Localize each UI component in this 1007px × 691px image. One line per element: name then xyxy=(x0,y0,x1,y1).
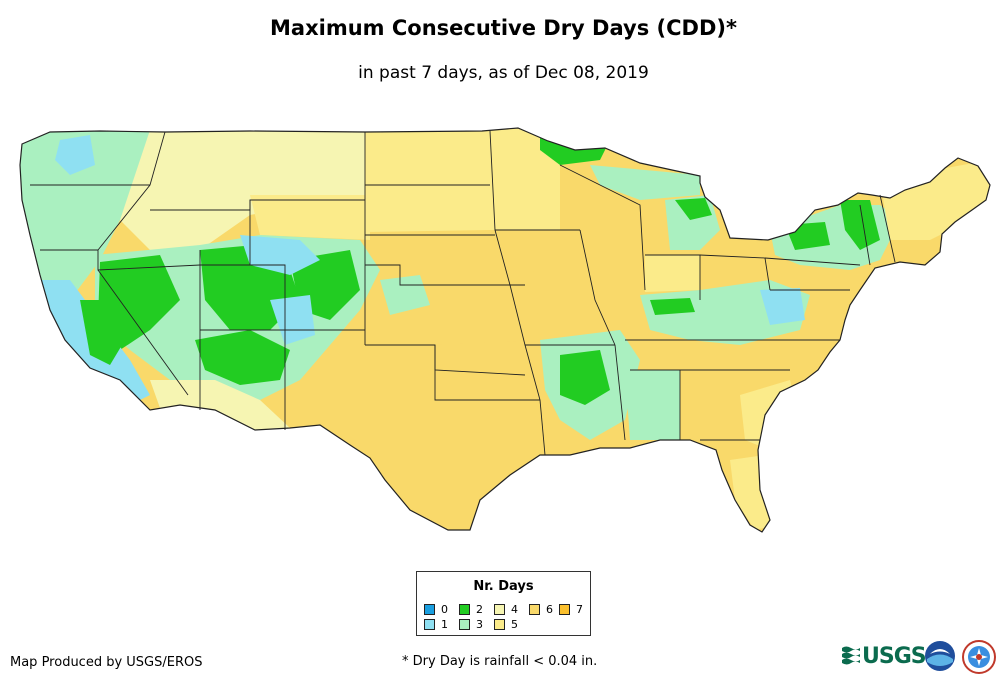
legend-label-2: 2 xyxy=(476,603,483,616)
legend-swatch-4 xyxy=(494,604,505,615)
legend-label-7: 7 xyxy=(576,603,583,616)
map-subtitle: in past 7 days, as of Dec 08, 2019 xyxy=(358,63,649,83)
region-wv-blue xyxy=(760,288,805,325)
region-up-michigan xyxy=(590,165,700,200)
state-boundaries xyxy=(19,127,991,533)
region-delta-green xyxy=(560,350,610,405)
usgs-wave-icon xyxy=(842,646,860,665)
region-central-plains xyxy=(380,235,540,345)
legend-swatch-2 xyxy=(459,604,470,615)
region-florida-pen xyxy=(730,455,775,530)
legend-title: Nr. Days xyxy=(473,579,534,594)
region-adirondack-green xyxy=(840,200,880,250)
legend-label-0: 0 xyxy=(441,603,448,616)
region-alabama xyxy=(625,370,680,440)
legend: Nr. Days 0 1 2 3 4 5 6 7 xyxy=(416,571,591,636)
region-kentucky-green xyxy=(650,298,695,315)
legend-label-3: 3 xyxy=(476,618,483,631)
region-northern-rockies xyxy=(120,130,370,250)
region-sw-pale xyxy=(150,380,290,432)
region-arizona-green xyxy=(195,330,290,385)
legend-swatch-6 xyxy=(529,604,540,615)
producer-credit: Map Produced by USGS/EROS xyxy=(10,655,203,670)
legend-swatch-1 xyxy=(424,619,435,630)
legend-label-4: 4 xyxy=(511,603,518,616)
legend-swatch-3 xyxy=(459,619,470,630)
region-rockies-blue xyxy=(270,295,315,345)
region-wyoming xyxy=(250,195,370,240)
region-indiana xyxy=(645,255,700,292)
region-sierra-green xyxy=(80,300,125,365)
legend-swatch-5 xyxy=(494,619,505,630)
map-title: Maximum Consecutive Dry Days (CDD)* xyxy=(270,16,737,40)
nws-logo-icon xyxy=(962,640,996,674)
legend-swatch-7 xyxy=(559,604,570,615)
usgs-logo: USGS xyxy=(842,640,927,672)
region-michigan-green xyxy=(675,198,712,220)
region-northern-plains xyxy=(365,128,560,232)
legend-label-1: 1 xyxy=(441,618,448,631)
region-wa-blue xyxy=(55,135,95,175)
noaa-logo-icon xyxy=(925,641,955,671)
legend-label-6: 6 xyxy=(546,603,553,616)
dry-day-note: * Dry Day is rainfall < 0.04 in. xyxy=(402,654,598,669)
legend-label-5: 5 xyxy=(511,618,518,631)
legend-swatch-0 xyxy=(424,604,435,615)
usgs-wordmark: USGS xyxy=(862,643,927,669)
region-new-england xyxy=(880,160,990,240)
